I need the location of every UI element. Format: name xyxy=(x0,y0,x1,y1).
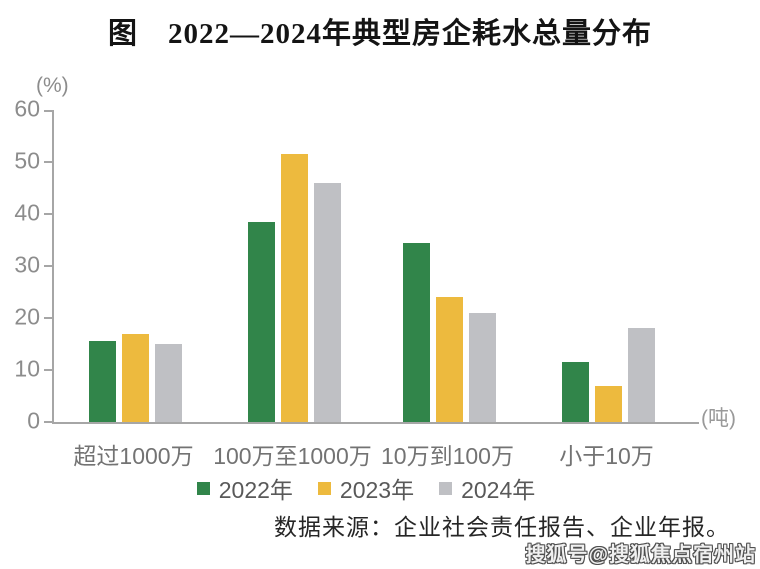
x-axis-category-label: 100万至1000万 xyxy=(213,443,372,469)
y-axis-tick xyxy=(44,161,52,163)
bar-series1-cat2 xyxy=(436,297,463,422)
legend-item-2024: 2024年 xyxy=(439,471,535,505)
y-axis-unit-label: (%) xyxy=(36,74,69,97)
y-axis-tick xyxy=(44,110,52,112)
legend: 2022年 2023年 2024年 xyxy=(0,471,746,505)
bar-series2-cat0 xyxy=(155,344,182,422)
legend-swatch-icon xyxy=(196,481,210,495)
bar-series1-cat1 xyxy=(281,154,308,422)
bar-series0-cat1 xyxy=(248,221,275,422)
y-axis-tick xyxy=(44,213,52,215)
y-axis-tick-label: 30 xyxy=(14,251,40,278)
y-axis-tick xyxy=(44,421,52,423)
source-note: 数据来源：企业社会责任报告、企业年报。 xyxy=(274,515,730,540)
x-axis-category-label: 小于10万 xyxy=(559,443,654,469)
legend-label: 2024年 xyxy=(461,477,536,503)
legend-swatch-icon xyxy=(439,481,453,495)
y-axis-tick-label: 50 xyxy=(14,147,40,174)
y-axis-tick-label: 60 xyxy=(14,95,40,122)
plot-area: 0 10 20 30 40 50 60 xyxy=(14,97,699,432)
x-axis-unit-label: (吨) xyxy=(701,407,736,430)
y-axis-tick xyxy=(44,265,52,267)
y-axis-tick-label: 10 xyxy=(14,355,40,382)
legend-item-2023: 2023年 xyxy=(317,471,415,505)
y-axis-tick xyxy=(44,317,52,319)
x-axis-category-label: 10万到100万 xyxy=(381,443,514,469)
legend-item-2022: 2022年 xyxy=(196,471,293,505)
x-axis-category-label: 超过1000万 xyxy=(73,443,194,469)
y-axis-tick-label: 40 xyxy=(14,199,40,226)
bar-series0-cat2 xyxy=(403,242,430,422)
legend-label: 2023年 xyxy=(339,477,415,503)
bar-series1-cat3 xyxy=(595,385,622,422)
y-axis-tick-label: 20 xyxy=(14,303,40,330)
watermark: 搜狐号@搜狐焦点宿州站 xyxy=(525,544,756,566)
chart-title: 图 2022—2024年典型房企耗水总量分布 xyxy=(107,18,652,50)
bar-series1-cat0 xyxy=(122,333,149,422)
y-axis-tick xyxy=(44,369,52,371)
legend-label: 2022年 xyxy=(218,477,293,503)
bar-series2-cat3 xyxy=(628,328,655,422)
legend-swatch-icon xyxy=(317,481,331,495)
bar-series2-cat2 xyxy=(469,312,496,422)
bar-series0-cat0 xyxy=(89,341,116,422)
y-axis-tick-label: 0 xyxy=(27,407,40,434)
bar-series0-cat3 xyxy=(562,362,589,422)
bar-series2-cat1 xyxy=(314,182,341,422)
